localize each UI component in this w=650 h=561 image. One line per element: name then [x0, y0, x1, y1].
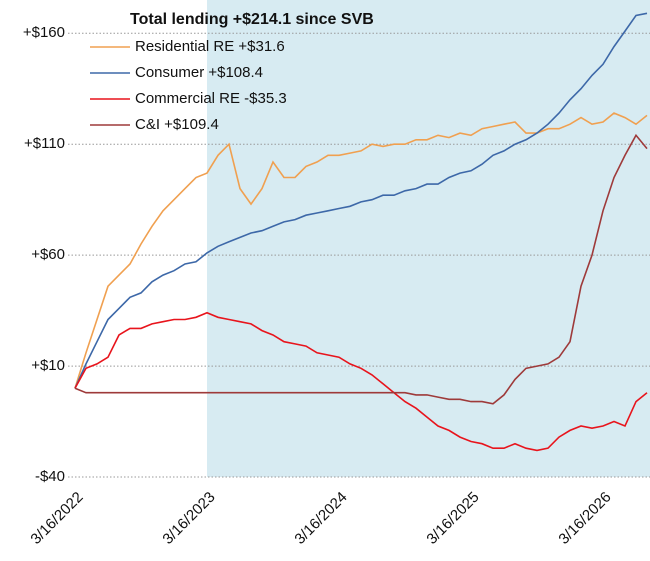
y-tick-label: +$60 [31, 246, 65, 263]
x-tick-label: 3/16/2025 [423, 489, 482, 548]
legend-label: Consumer +$108.4 [135, 64, 263, 81]
y-tick-label: -$40 [35, 468, 65, 485]
series-line [74, 12, 648, 389]
legend-label: Residential RE +$31.6 [135, 38, 285, 55]
y-tick-label: +$110 [24, 135, 65, 152]
shaded-period [207, 0, 650, 477]
series-line [74, 133, 648, 405]
x-tick-label: 3/16/2023 [159, 489, 218, 548]
y-tick-label: +$10 [31, 357, 65, 374]
series-line [74, 112, 648, 389]
x-tick-label: 3/16/2022 [27, 489, 86, 548]
series-line [74, 311, 648, 452]
x-tick-label: 3/16/2024 [291, 489, 350, 548]
legend-label: C&I +$109.4 [135, 116, 219, 133]
chart-title: Total lending +$214.1 since SVB [130, 11, 374, 28]
x-tick-label: 3/16/2026 [555, 489, 614, 548]
y-tick-label: +$160 [23, 24, 65, 41]
legend-label: Commercial RE -$35.3 [135, 90, 287, 107]
